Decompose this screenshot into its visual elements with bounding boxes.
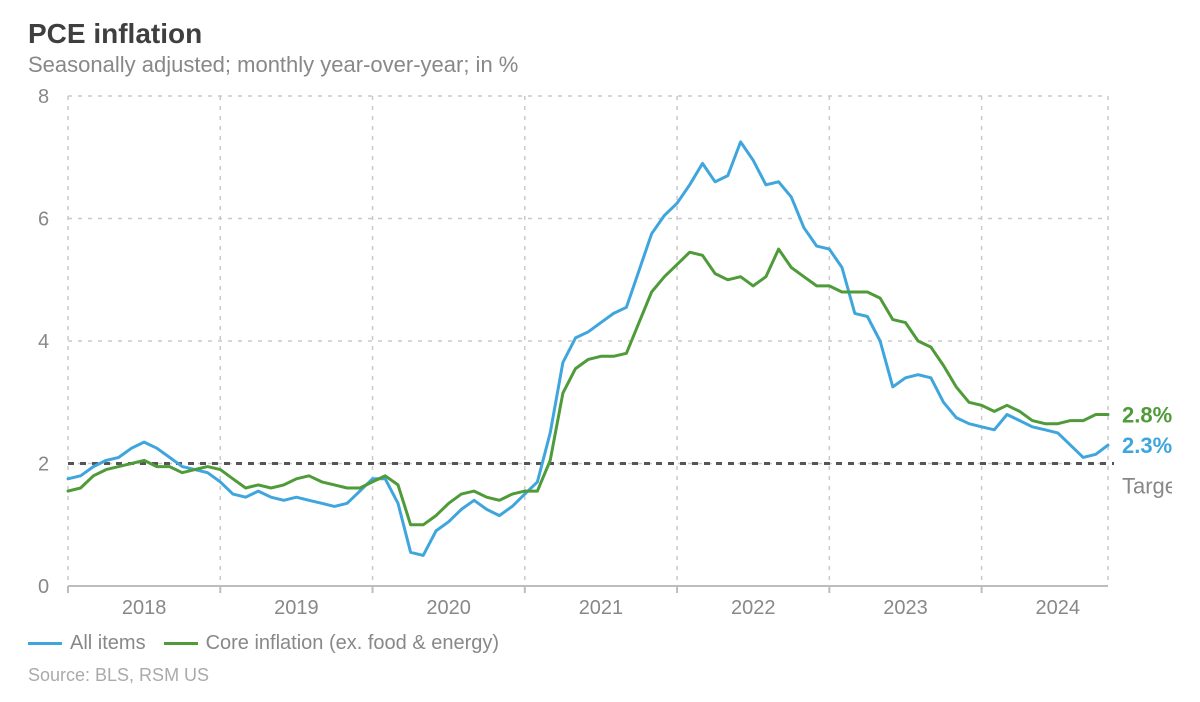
- x-tick-label: 2023: [883, 597, 928, 619]
- chart-title: PCE inflation: [28, 18, 1172, 50]
- legend-item: All items: [28, 632, 146, 655]
- x-tick-label: 2024: [1036, 597, 1081, 619]
- legend-label: Core inflation (ex. food & energy): [206, 632, 500, 655]
- y-tick-label: 4: [38, 331, 49, 353]
- legend-swatch: [28, 642, 62, 645]
- series-end-label: 2.3%: [1122, 433, 1172, 458]
- chart-subtitle: Seasonally adjusted; monthly year-over-y…: [28, 52, 1172, 78]
- source-line: Source: BLS, RSM US: [28, 665, 1172, 686]
- line-chart: 0 2 4 6 8 2018 2019 2020 2021 2022 2023 2024 Target 2…: [28, 86, 1172, 626]
- x-tick-label: 2022: [731, 597, 776, 619]
- x-tick-label: 2021: [579, 597, 624, 619]
- y-tick-label: 6: [38, 209, 49, 231]
- y-tick-label: 0: [38, 576, 49, 598]
- y-tick-label: 8: [38, 86, 49, 108]
- legend: All items Core inflation (ex. food & ener…: [28, 632, 1172, 655]
- x-tick-label: 2020: [426, 597, 471, 619]
- legend-item: Core inflation (ex. food & energy): [164, 632, 500, 655]
- legend-label: All items: [70, 632, 146, 655]
- legend-swatch: [164, 642, 198, 645]
- chart-area: 0 2 4 6 8 2018 2019 2020 2021 2022 2023 2024 Target 2…: [28, 86, 1172, 626]
- x-tick-label: 2019: [274, 597, 319, 619]
- series-line: [68, 142, 1108, 556]
- target-label: Target: [1122, 474, 1172, 499]
- x-tick-label: 2018: [122, 597, 167, 619]
- y-tick-label: 2: [38, 454, 49, 476]
- series-end-label: 2.8%: [1122, 403, 1172, 428]
